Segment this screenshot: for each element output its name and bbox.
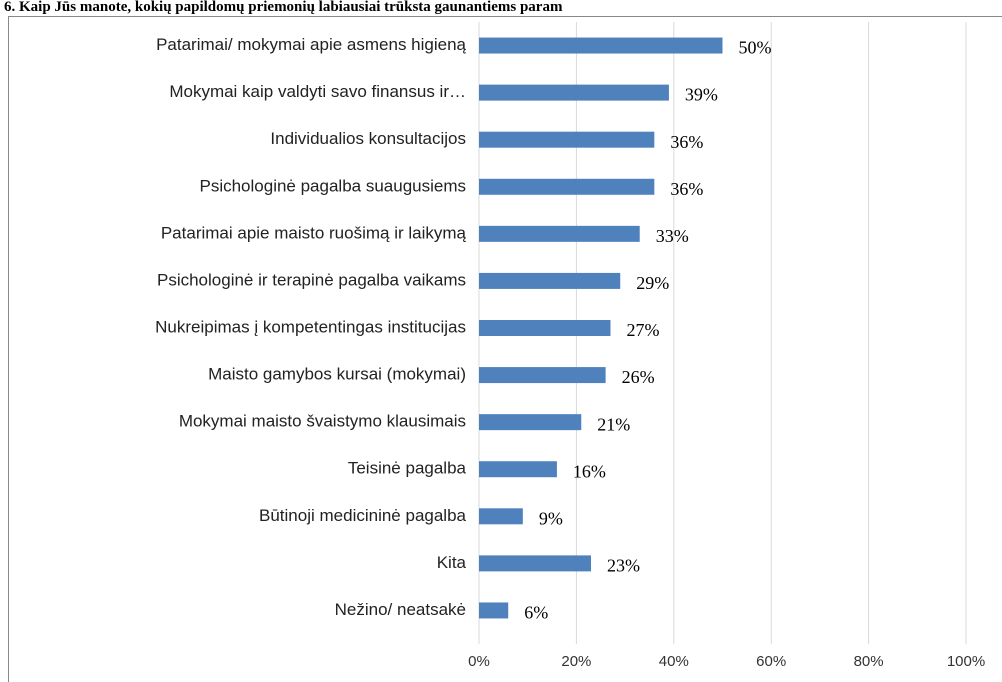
bar: [479, 225, 640, 242]
y-tick-label: Būtinoji medicininė pagalba: [259, 506, 467, 525]
bar: [479, 367, 606, 384]
y-tick-label: Kita: [437, 553, 467, 572]
bar: [479, 84, 669, 101]
bar: [479, 37, 723, 54]
x-tick-label: 60%: [756, 653, 786, 670]
data-label: 21%: [597, 414, 630, 434]
data-label: 39%: [685, 85, 718, 105]
data-label: 50%: [739, 38, 772, 58]
y-tick-label: Psichologinė ir terapinė pagalba vaikams: [157, 270, 466, 289]
data-label: 9%: [539, 508, 563, 528]
bar: [479, 178, 655, 195]
x-tick-label: 100%: [947, 653, 985, 670]
y-tick-label: Nukreipimas į kompetentingas institucija…: [155, 317, 466, 336]
y-tick-label: Patarimai apie maisto ruošimą ir laikymą: [161, 223, 467, 242]
y-tick-label: Mokymai maisto švaistymo klausimais: [179, 412, 466, 431]
bar: [479, 555, 592, 572]
data-label: 36%: [670, 132, 703, 152]
bar: [479, 320, 611, 336]
data-label: 6%: [524, 603, 548, 623]
x-tick-label: 80%: [854, 653, 884, 670]
y-tick-label: Patarimai/ mokymai apie asmens higieną: [156, 35, 466, 54]
x-tick-label: 40%: [659, 653, 689, 670]
bar: [479, 131, 655, 148]
y-tick-label: Psichologinė pagalba suaugusiems: [199, 176, 466, 195]
data-label: 33%: [656, 226, 689, 246]
chart-frame: [8, 16, 1002, 682]
x-tick-label: 20%: [561, 653, 591, 670]
data-label: 23%: [607, 556, 640, 576]
y-tick-label: Maisto gamybos kursai (mokymai): [208, 365, 466, 384]
bar: [479, 602, 509, 619]
y-tick-label: Teisinė pagalba: [348, 459, 467, 478]
data-label: 26%: [622, 367, 655, 387]
data-label: 36%: [670, 179, 703, 199]
bar: [479, 461, 557, 478]
data-label: 16%: [573, 461, 606, 481]
y-tick-label: Mokymai kaip valdyti savo finansus ir…: [169, 82, 466, 101]
y-tick-label: Individualios konsultacijos: [270, 129, 466, 148]
bar: [479, 272, 621, 289]
bar: [479, 508, 523, 525]
data-label: 27%: [626, 320, 659, 340]
y-tick-label: Nežino/ neatsakė: [335, 600, 466, 619]
data-label: 29%: [636, 273, 669, 293]
x-tick-label: 0%: [468, 653, 490, 670]
chart-title: 6. Kaip Jūs manote, kokių papildomų prie…: [4, 0, 563, 15]
bar: [479, 414, 582, 431]
